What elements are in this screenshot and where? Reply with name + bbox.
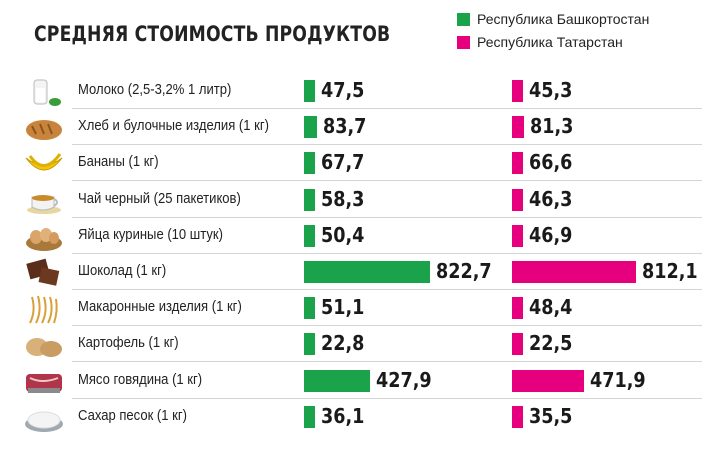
chart-row: Бананы (1 кг) 67,7 66,6 <box>0 145 728 182</box>
data-label: 45,3 <box>529 78 573 102</box>
data-label: 66,6 <box>529 150 573 175</box>
category-label: Чай черный (25 пакетиков) <box>78 190 241 207</box>
data-label: 812,1 <box>642 259 699 283</box>
data-label: 471,9 <box>590 367 646 392</box>
category-label: Бананы (1 кг) <box>78 154 159 171</box>
bar-bashkortostan <box>304 333 315 356</box>
data-label: 822,7 <box>436 259 492 283</box>
data-label: 36,1 <box>321 403 365 428</box>
data-label: 58,3 <box>321 186 365 211</box>
bar-bashkortostan <box>304 152 315 175</box>
data-label: 83,7 <box>322 114 367 139</box>
bar-tatarstan <box>512 152 523 175</box>
category-label: Картофель (1 кг) <box>78 335 179 352</box>
legend-swatch-pink <box>457 35 470 49</box>
row-divider <box>72 252 702 254</box>
data-label: 47,5 <box>321 78 365 102</box>
row-divider <box>72 361 702 363</box>
bar-tatarstan <box>512 116 525 139</box>
category-label: Молоко (2,5-3,2% 1 литр) <box>78 82 232 98</box>
chart-row: Молоко (2,5-3,2% 1 литр) 47,5 45,3 <box>0 73 728 109</box>
chart-row: Макаронные изделия (1 кг) 51,1 48,4 <box>0 290 728 327</box>
row-divider <box>72 180 702 182</box>
bread-icon <box>26 120 62 141</box>
category-label: Макаронные изделия (1 кг) <box>78 299 242 316</box>
legend-label-bashkortostan: Республика Башкортостан <box>477 11 650 27</box>
chart-row: Яйца куриные (10 штук) 50,4 46,9 <box>0 218 728 254</box>
bar-tatarstan <box>512 80 523 102</box>
legend-item-bashkortostan: Республика Башкортостан <box>457 11 649 27</box>
beef-icon <box>26 373 62 393</box>
legend-item-tatarstan: Республика Татарстан <box>457 34 623 50</box>
milk-icon <box>33 79 61 106</box>
data-label: 81,3 <box>530 114 574 139</box>
data-label: 427,9 <box>375 367 432 392</box>
category-label: Сахар песок (1 кг) <box>78 407 187 424</box>
data-label: 51,1 <box>321 295 365 320</box>
data-label: 46,9 <box>529 222 573 247</box>
category-label: Яйца куриные (10 штук) <box>78 226 223 243</box>
chocolate-icon <box>26 258 60 286</box>
bar-tatarstan <box>512 224 523 247</box>
potato-icon <box>26 338 62 358</box>
sugar-icon <box>25 411 63 432</box>
chart-row: Картофель (1 кг) 22,8 22,5 <box>0 326 728 363</box>
chart-row: Мясо говядина (1 кг) 427,9 471,9 <box>0 363 728 399</box>
data-label: 22,8 <box>321 331 365 356</box>
bar-tatarstan <box>512 405 523 428</box>
category-label: Мясо говядина (1 кг) <box>78 371 203 388</box>
tea-icon <box>27 194 61 214</box>
bar-bashkortostan <box>304 261 430 283</box>
row-divider <box>72 108 702 109</box>
eggs-icon <box>26 227 62 251</box>
row-divider <box>72 289 702 290</box>
chart-row: Хлеб и булочные изделия (1 кг) 83,7 81,3 <box>0 109 728 146</box>
row-divider <box>72 397 702 399</box>
bar-bashkortostan <box>304 369 370 392</box>
category-label: Шоколад (1 кг) <box>78 263 167 279</box>
bananas-icon <box>25 153 63 171</box>
bar-tatarstan <box>512 188 523 211</box>
bar-tatarstan <box>512 369 585 392</box>
legend-swatch-green <box>457 12 470 26</box>
bar-bashkortostan <box>304 188 315 211</box>
chart-row: Сахар песок (1 кг) 36,1 35,5 <box>0 399 728 435</box>
data-label: 50,4 <box>321 222 365 247</box>
bar-tatarstan <box>512 333 523 356</box>
data-label: 22,5 <box>529 331 573 356</box>
data-label: 35,5 <box>529 403 573 428</box>
bar-bashkortostan <box>304 80 315 102</box>
bar-tatarstan <box>512 297 523 320</box>
chart-title: СРЕДНЯЯ СТОИМОСТЬ ПРОДУКТОВ <box>34 22 391 46</box>
row-divider <box>72 144 702 146</box>
bar-bashkortostan <box>304 116 317 139</box>
data-label: 46,3 <box>529 186 573 211</box>
bar-tatarstan <box>512 261 637 283</box>
legend-label-tatarstan: Республика Татарстан <box>477 34 623 50</box>
bar-bashkortostan <box>304 297 315 320</box>
data-label: 67,7 <box>321 150 365 175</box>
chart-row: Чай черный (25 пакетиков) 58,3 46,3 <box>0 182 728 218</box>
row-divider <box>72 325 702 327</box>
pasta-icon <box>29 295 58 324</box>
data-label: 48,4 <box>529 295 573 320</box>
category-label: Хлеб и булочные изделия (1 кг) <box>78 118 269 135</box>
row-divider <box>72 216 702 218</box>
chart-row: Шоколад (1 кг) 822,7 812,1 <box>0 254 728 290</box>
bar-bashkortostan <box>304 224 315 247</box>
bar-bashkortostan <box>304 405 315 428</box>
